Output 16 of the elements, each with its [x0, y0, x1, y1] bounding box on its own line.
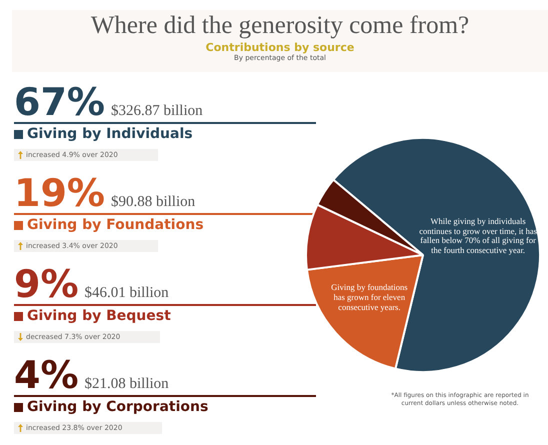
data-label: 19%: [14, 171, 105, 215]
text: While giving by individuals continues to grow over time, it has fallen below 70% of all giving for the fourth consecutive year.: [419, 216, 538, 256]
chart-title: Where did the generosity come from?: [90, 12, 470, 40]
legend-label: Giving by Corporations: [27, 399, 208, 415]
data-label: 67%: [14, 80, 105, 124]
text: $90.88 billion: [110, 194, 196, 211]
text: $21.08 billion: [84, 376, 169, 393]
legend-label: Giving by Bequest: [27, 308, 171, 324]
data-label: 9%: [14, 262, 79, 306]
text: $46.01 billion: [84, 285, 169, 302]
text: Giving by foundations has grown for eleven consecutive years.: [330, 282, 409, 312]
text: $326.87 billion: [110, 103, 203, 120]
chart-subtitle: Contributions by source: [204, 41, 356, 54]
data-label: 4%: [14, 353, 79, 397]
legend-label: Giving by Foundations: [27, 217, 204, 233]
legend-label: Giving by Individuals: [27, 126, 193, 142]
